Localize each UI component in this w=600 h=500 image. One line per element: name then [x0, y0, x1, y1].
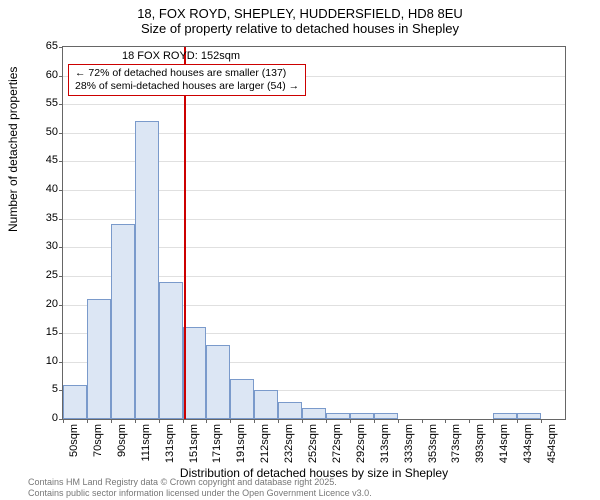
- plot-area: [62, 46, 566, 420]
- histogram-bar: [63, 385, 87, 419]
- x-tick-label: 272sqm: [331, 424, 343, 468]
- footer-attribution: Contains HM Land Registry data © Crown c…: [28, 477, 372, 498]
- x-tick-label: 393sqm: [474, 424, 486, 468]
- footer-line2: Contains public sector information licen…: [28, 488, 372, 498]
- y-axis-label: Number of detached properties: [6, 67, 20, 232]
- gridline-h: [63, 104, 565, 105]
- x-tick-label: 434sqm: [522, 424, 534, 468]
- x-tick-label: 313sqm: [379, 424, 391, 468]
- chart-title-line2: Size of property relative to detached ho…: [0, 21, 600, 40]
- x-tick-label: 232sqm: [283, 424, 295, 468]
- x-tick-mark: [254, 419, 255, 423]
- histogram-bar: [135, 121, 159, 419]
- y-tick-label: 60: [30, 69, 58, 81]
- histogram-bar: [374, 413, 398, 419]
- x-tick-label: 171sqm: [211, 424, 223, 468]
- y-tick-mark: [59, 161, 63, 162]
- y-tick-label: 55: [30, 97, 58, 109]
- x-tick-label: 454sqm: [546, 424, 558, 468]
- x-tick-label: 70sqm: [92, 424, 104, 468]
- histogram-bar: [350, 413, 374, 419]
- histogram-bar: [159, 282, 183, 419]
- chart-title-line1: 18, FOX ROYD, SHEPLEY, HUDDERSFIELD, HD8…: [0, 0, 600, 21]
- x-tick-label: 151sqm: [188, 424, 200, 468]
- x-tick-mark: [326, 419, 327, 423]
- histogram-bar: [111, 224, 135, 419]
- x-tick-mark: [278, 419, 279, 423]
- x-tick-label: 333sqm: [403, 424, 415, 468]
- y-tick-label: 5: [30, 383, 58, 395]
- x-tick-mark: [469, 419, 470, 423]
- y-tick-mark: [59, 104, 63, 105]
- x-tick-mark: [183, 419, 184, 423]
- reference-line: [184, 47, 186, 419]
- x-tick-mark: [63, 419, 64, 423]
- histogram-bar: [517, 413, 541, 419]
- x-tick-mark: [517, 419, 518, 423]
- x-tick-mark: [87, 419, 88, 423]
- x-tick-mark: [445, 419, 446, 423]
- x-tick-mark: [230, 419, 231, 423]
- x-tick-mark: [135, 419, 136, 423]
- x-tick-label: 373sqm: [450, 424, 462, 468]
- x-tick-mark: [374, 419, 375, 423]
- y-tick-label: 35: [30, 212, 58, 224]
- x-tick-label: 50sqm: [68, 424, 80, 468]
- y-tick-label: 25: [30, 269, 58, 281]
- y-tick-label: 10: [30, 355, 58, 367]
- y-tick-label: 65: [30, 40, 58, 52]
- histogram-bar: [206, 345, 230, 419]
- histogram-bar: [87, 299, 111, 419]
- annotation-line2: 28% of semi-detached houses are larger (…: [75, 80, 299, 93]
- annotation-line1: ← 72% of detached houses are smaller (13…: [75, 67, 299, 80]
- x-tick-mark: [422, 419, 423, 423]
- x-tick-label: 252sqm: [307, 424, 319, 468]
- histogram-bar: [254, 390, 278, 419]
- chart-container: 18, FOX ROYD, SHEPLEY, HUDDERSFIELD, HD8…: [0, 0, 600, 500]
- y-tick-mark: [59, 190, 63, 191]
- x-tick-label: 414sqm: [498, 424, 510, 468]
- x-tick-mark: [302, 419, 303, 423]
- y-tick-mark: [59, 305, 63, 306]
- histogram-bar: [326, 413, 350, 419]
- x-tick-mark: [541, 419, 542, 423]
- histogram-bar: [278, 402, 302, 419]
- x-tick-mark: [350, 419, 351, 423]
- y-tick-mark: [59, 276, 63, 277]
- x-tick-mark: [398, 419, 399, 423]
- x-tick-mark: [493, 419, 494, 423]
- histogram-bar: [302, 408, 326, 419]
- y-tick-mark: [59, 362, 63, 363]
- x-tick-label: 353sqm: [427, 424, 439, 468]
- annotation-title: 18 FOX ROYD: 152sqm: [122, 50, 240, 62]
- y-tick-mark: [59, 247, 63, 248]
- y-tick-mark: [59, 219, 63, 220]
- y-tick-mark: [59, 76, 63, 77]
- x-tick-label: 292sqm: [355, 424, 367, 468]
- footer-line1: Contains HM Land Registry data © Crown c…: [28, 477, 372, 487]
- y-tick-label: 15: [30, 326, 58, 338]
- x-tick-mark: [111, 419, 112, 423]
- y-tick-label: 50: [30, 126, 58, 138]
- x-tick-label: 90sqm: [116, 424, 128, 468]
- y-tick-label: 45: [30, 154, 58, 166]
- annotation-box: ← 72% of detached houses are smaller (13…: [68, 64, 306, 96]
- histogram-bar: [183, 327, 207, 419]
- histogram-bar: [493, 413, 517, 419]
- x-tick-label: 191sqm: [235, 424, 247, 468]
- x-tick-label: 131sqm: [164, 424, 176, 468]
- histogram-bar: [230, 379, 254, 419]
- y-tick-label: 20: [30, 298, 58, 310]
- y-tick-label: 30: [30, 240, 58, 252]
- x-tick-label: 212sqm: [259, 424, 271, 468]
- x-tick-mark: [159, 419, 160, 423]
- y-tick-mark: [59, 47, 63, 48]
- y-tick-label: 0: [30, 412, 58, 424]
- x-tick-label: 111sqm: [140, 424, 152, 468]
- y-tick-label: 40: [30, 183, 58, 195]
- x-tick-mark: [206, 419, 207, 423]
- y-tick-mark: [59, 333, 63, 334]
- y-tick-mark: [59, 133, 63, 134]
